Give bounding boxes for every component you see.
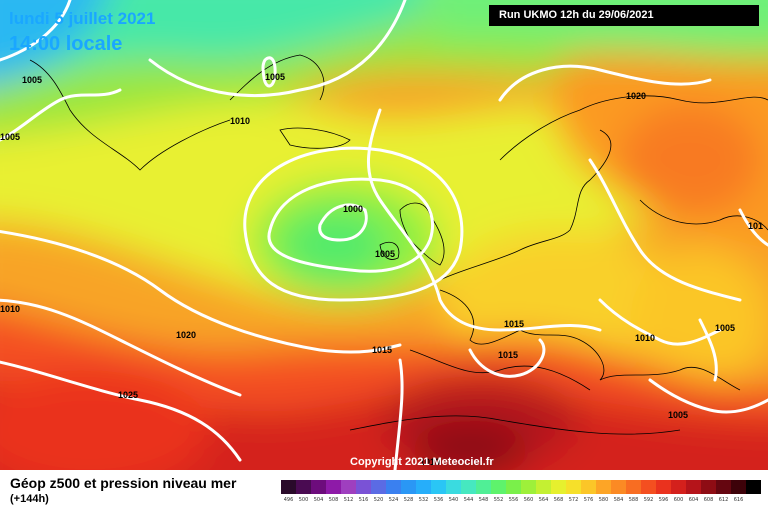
scale-swatch — [401, 480, 416, 494]
scale-swatch — [701, 480, 716, 494]
isobar-label: 1005 — [0, 132, 20, 142]
scale-label: 608 — [703, 497, 714, 503]
scale-label — [746, 497, 761, 503]
scale-label: 524 — [388, 497, 399, 503]
isobar-label: 1005 — [265, 72, 285, 82]
scale-swatch — [656, 480, 671, 494]
scale-label: 564 — [538, 497, 549, 503]
isobar-label: 1015 — [504, 319, 524, 329]
scale-label: 572 — [568, 497, 579, 503]
scale-label: 500 — [298, 497, 309, 503]
scale-label: 616 — [733, 497, 744, 503]
scale-label: 612 — [718, 497, 729, 503]
scale-label: 540 — [448, 497, 459, 503]
model-run-label: Run UKMO 12h du 29/06/2021 — [489, 5, 759, 26]
scale-label: 544 — [463, 497, 474, 503]
scale-swatch — [386, 480, 401, 494]
scale-label: 548 — [478, 497, 489, 503]
isobar-label: 1020 — [626, 91, 646, 101]
isobar-label: 1010 — [230, 116, 250, 126]
forecast-time: 14:00 locale — [9, 33, 123, 55]
scale-swatch — [671, 480, 686, 494]
isobar-label: 1025 — [118, 390, 138, 400]
scale-label: 528 — [403, 497, 414, 503]
scale-swatch — [416, 480, 431, 494]
scale-swatch — [476, 480, 491, 494]
isobar-label: 1005 — [22, 75, 42, 85]
scale-swatch — [581, 480, 596, 494]
scale-swatch — [521, 480, 536, 494]
scale-swatch — [746, 480, 761, 494]
scale-label: 560 — [523, 497, 534, 503]
scale-label: 552 — [493, 497, 504, 503]
color-scale — [281, 480, 761, 494]
isobar-label: 1005 — [715, 323, 735, 333]
scale-label: 600 — [673, 497, 684, 503]
scale-swatch — [296, 480, 311, 494]
scale-swatch — [281, 480, 296, 494]
scale-label: 536 — [433, 497, 444, 503]
isobar-label: 1010 — [420, 457, 440, 467]
isobar-label: 1005 — [668, 410, 688, 420]
scale-label: 588 — [628, 497, 639, 503]
scale-swatch — [461, 480, 476, 494]
forecast-date: lundi 5 juillet 2021 — [9, 9, 156, 28]
weather-map: 1005 1005 1005 1010 1010 1000 1005 1020 … — [0, 0, 768, 470]
geopotential-field — [0, 0, 768, 470]
isobar-label: 1020 — [176, 330, 196, 340]
scale-swatch — [731, 480, 746, 494]
scale-swatch — [431, 480, 446, 494]
scale-label: 512 — [343, 497, 354, 503]
scale-label: 556 — [508, 497, 519, 503]
scale-swatch — [626, 480, 641, 494]
scale-swatch — [716, 480, 731, 494]
isobar-label: 1015 — [498, 350, 518, 360]
scale-label: 532 — [418, 497, 429, 503]
scale-swatch — [596, 480, 611, 494]
scale-label: 580 — [598, 497, 609, 503]
scale-swatch — [356, 480, 371, 494]
scale-label: 496 — [283, 497, 294, 503]
scale-label: 504 — [313, 497, 324, 503]
coastlines — [29, 54, 768, 435]
scale-swatch — [611, 480, 626, 494]
scale-label: 604 — [688, 497, 699, 503]
scale-label: 592 — [643, 497, 654, 503]
scale-swatch — [551, 480, 566, 494]
scale-label: 596 — [658, 497, 669, 503]
scale-label: 584 — [613, 497, 624, 503]
isobar-label: 1000 — [343, 204, 363, 214]
scale-swatch — [371, 480, 386, 494]
legend-footer: Géop z500 et pression niveau mer (+144h)… — [0, 470, 768, 512]
isobar-label: 1015 — [372, 345, 392, 355]
isobar-label: 101 — [748, 221, 763, 231]
map-title: Géop z500 et pression niveau mer — [10, 475, 237, 491]
scale-label: 520 — [373, 497, 384, 503]
scale-swatch — [311, 480, 326, 494]
scale-swatch — [536, 480, 551, 494]
scale-label: 508 — [328, 497, 339, 503]
scale-label: 576 — [583, 497, 594, 503]
scale-label: 568 — [553, 497, 564, 503]
scale-swatch — [641, 480, 656, 494]
scale-swatch — [686, 480, 701, 494]
scale-label: 516 — [358, 497, 369, 503]
copyright-text: Copyright 2021 Meteociel.fr — [350, 456, 494, 468]
isobar-label: 1010 — [0, 304, 20, 314]
scale-swatch — [491, 480, 506, 494]
isobars — [0, 0, 768, 470]
color-scale-labels: 496 500 504 508 512 516 520 524 528 532 536 540 544 5… — [281, 497, 761, 503]
isobar-label: 1010 — [635, 333, 655, 343]
isobar-labels: 1005 1005 1005 1010 1010 1000 1005 1020 … — [0, 72, 763, 467]
scale-swatch — [326, 480, 341, 494]
scale-swatch — [506, 480, 521, 494]
forecast-lead: (+144h) — [10, 493, 49, 505]
scale-swatch — [446, 480, 461, 494]
scale-swatch — [341, 480, 356, 494]
isobar-label: 1005 — [375, 249, 395, 259]
scale-swatch — [566, 480, 581, 494]
